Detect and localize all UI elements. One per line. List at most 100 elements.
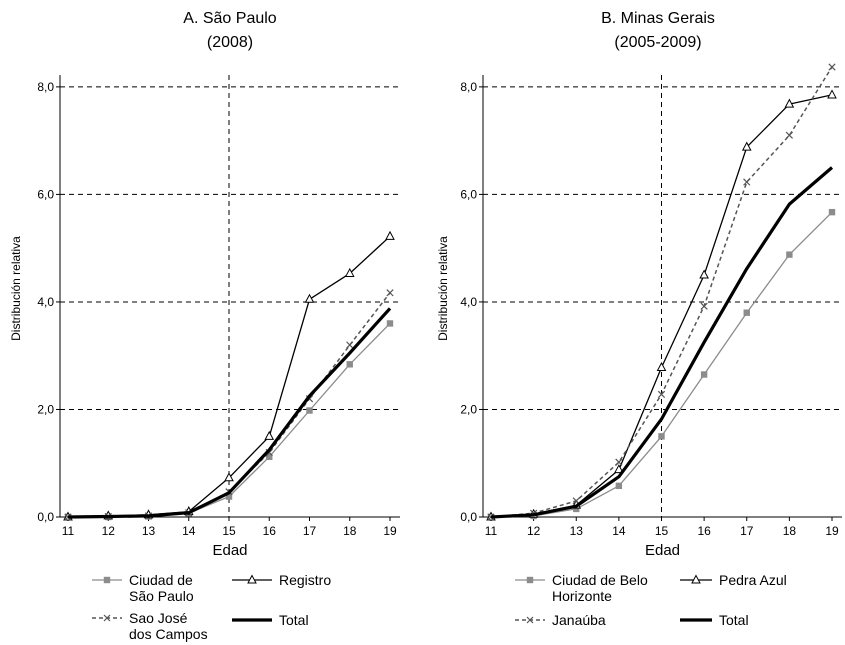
legend-b-label-2: Janaúba [552,612,606,628]
chart-a-series-2 [64,289,394,521]
legend-marker [526,576,534,584]
chart-b-xtick-4: 15 [655,524,669,538]
chart-b-series-1-point-6 [741,141,752,151]
legend-a-item-3: Total [230,612,309,628]
legend-b-swatch-2 [515,616,545,624]
chart-a-xtick-4: 15 [222,524,236,538]
chart-a-series-3 [67,307,392,519]
chart-b-xtick-8: 19 [825,524,839,538]
legend-b-swatch-0 [515,576,545,584]
legend-b-label-0b: Horizonte [552,588,612,604]
chart-a-xtick-0: 11 [62,524,75,538]
legend-a-item-0: Ciudad de São Paulo [90,572,194,604]
legend-b: Ciudad de Belo Horizonte Pedra Azul Janaú… [513,572,833,644]
chart-a-series-3-line [67,307,392,519]
chart-b-ytick-3: 6,0 [460,187,477,201]
chart-a-series-2-point-7 [346,341,354,349]
legend-b-label-1: Pedra Azul [719,572,787,588]
chart-a-xtick-7: 18 [343,524,357,538]
chart-b-ytick-1: 2,0 [460,402,477,416]
chart-a-subtitle: (2008) [207,34,253,51]
legend-marker-b [526,616,534,624]
chart-b-xtick-6: 17 [740,524,754,538]
chart-a-xtick-3: 14 [182,524,196,538]
legend-a-label-2a: Sao José [129,610,188,626]
chart-b-series-1-point-3 [614,464,624,474]
legend-b-label-0a: Ciudad de Belo [552,572,648,588]
chart-b-series-2-point-5 [700,302,708,310]
legend-a-swatch-1 [232,574,272,584]
chart-a-series-1-point-8 [385,230,395,240]
chart-a-series-0-point-8 [386,320,394,327]
chart-b-series-2-point-7 [785,131,793,139]
chart-a-ytick-0: 0,0 [37,510,54,524]
chart-a-series-1-point-6 [304,293,315,303]
chart-b-series-0-point-5 [700,371,708,378]
chart-b-series-1-point-7 [784,98,795,108]
chart-b-xtick-3: 14 [612,524,626,538]
legend-a-label-0b: São Paulo [129,588,194,604]
chart-b-xtick-0: 11 [485,524,498,538]
chart-b-series-2-point-3 [615,458,623,466]
legend-b-swatch-3 [680,618,712,622]
legend-a-label-0a: Ciudad de [129,572,193,588]
chart-b-series-0-point-3 [615,482,623,490]
chart-a-ytick-3: 6,0 [37,187,54,201]
chart-b-subtitle: (2005-2009) [614,34,701,51]
legend-marker [691,574,701,584]
chart-a-series-0-point-4 [225,493,233,500]
legend-a-item-2: Sao José dos Campos [90,610,208,642]
chart-a-ytick-1: 2,0 [37,402,54,416]
chart-b-ytick-2: 4,0 [460,295,477,309]
chart-b-series-3-line [490,166,834,519]
chart-a-series-0-point-5 [266,453,273,460]
legend-marker-b [103,614,111,622]
chart-a-xtick-6: 17 [303,524,317,538]
chart-b-series-2-point-6 [743,178,751,186]
chart-a-series-0-point-7 [346,361,353,368]
chart-b-series-0-point-2 [573,505,580,513]
chart-a-title: A. São Paulo [183,10,277,27]
chart-a-ytick-4: 8,0 [37,80,54,94]
chart-a-series-2-point-8 [386,289,394,297]
chart-b-series-0-point-7 [786,251,793,258]
chart-a-series-0-point-6 [306,407,313,414]
legend-a: Ciudad de São Paulo Registro Sao José dos … [90,572,410,644]
chart-b-series-3 [490,166,834,519]
legend-a-swatch-0 [92,576,122,584]
chart-b-xtick-1: 12 [527,524,541,538]
legend-a-label-3: Total [279,612,309,628]
legend-a-label-2b: dos Campos [129,626,208,642]
chart-a-xtick-1: 12 [102,524,116,538]
chart-b-series-1-point-5 [699,269,709,279]
chart-a-xtick-5: 16 [263,524,277,538]
charts-canvas: A. São Paulo (2008) 0,0 2,0 4,0 6,0 8,0 11 12 13 1… [9,10,842,559]
chart-b-series-2-point-4 [657,390,666,399]
chart-b-xtick-2: 13 [570,524,584,538]
chart-b-ytick-0: 0,0 [460,510,477,524]
legend-a-item-1: Registro [230,572,331,588]
legend-b-item-3: Total [678,612,749,628]
chart-a-series-1-point-5 [264,430,275,440]
legend-a-label-1: Registro [279,572,332,588]
chart-a-xtick-2: 13 [142,524,156,538]
legend-a-swatch-3 [232,618,272,622]
chart-b-series-0-point-8 [828,208,836,216]
chart-b-xtick-7: 18 [783,524,797,538]
chart-b: B. Minas Gerais (2005-2009) 0,0 2,0 4,0 6,0 8,… [436,10,842,559]
legend-b-item-2: Janaúba [513,612,606,628]
legend-b-item-1: Pedra Azul [678,572,787,588]
chart-b-series-0-point-4 [658,433,665,440]
legend-marker [247,574,257,584]
chart-b-ytick-4: 8,0 [460,80,477,94]
chart-b-ylabel: Distribución relativa [436,236,450,341]
legend-b-swatch-1 [680,574,712,584]
legend-b-item-0: Ciudad de Belo Horizonte [513,572,648,604]
legend-marker [103,576,111,584]
chart-b-xtick-5: 16 [697,524,711,538]
chart-b-series-1-point-8 [827,89,837,99]
chart-a-series-1-point-4 [224,472,234,482]
chart-b-series-1-point-4 [656,361,667,372]
legend-b-label-3: Total [719,612,749,628]
